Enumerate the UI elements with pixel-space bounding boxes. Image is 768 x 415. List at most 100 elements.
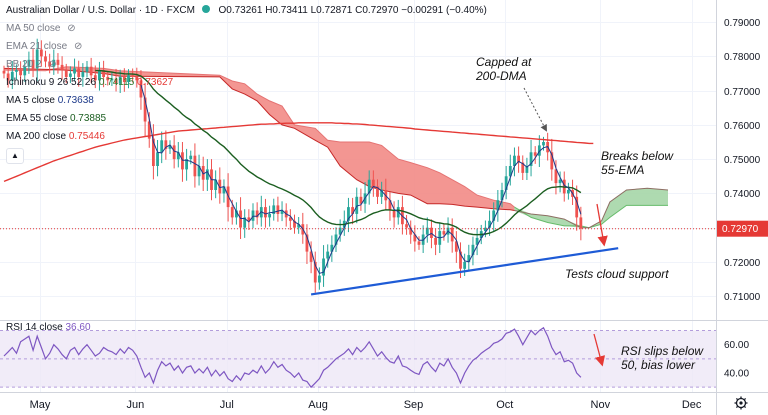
candle (529, 140, 533, 177)
candle (73, 58, 76, 82)
candle (106, 71, 110, 86)
time-tick-label: Oct (496, 399, 513, 411)
symbol-title[interactable]: Australian Dollar / U.S. Dollar · 1D · F… (6, 5, 195, 16)
time-tick-label: Sep (404, 399, 424, 411)
candle (64, 63, 68, 84)
candle (168, 140, 172, 154)
candle (388, 192, 392, 221)
time-axis[interactable]: May Jun Jul Aug Sep Oct Nov Dec (30, 399, 702, 411)
legend-ema55[interactable]: EMA 55 close 0.73885 (6, 110, 487, 128)
candle (102, 60, 105, 88)
candle (434, 228, 437, 256)
legend-ichimoku[interactable]: Ichimoku 9 26 52 26 0.74115 0.73627 (6, 74, 487, 92)
candle (488, 210, 491, 236)
breaks-down-arrow (596, 203, 608, 247)
candle (52, 49, 56, 75)
legend-ma200-value: 0.75446 (68, 131, 105, 142)
candle (492, 202, 496, 232)
candle (131, 68, 135, 83)
candle (558, 171, 562, 193)
candle (268, 205, 271, 227)
candle (550, 138, 554, 181)
candle (467, 244, 471, 271)
price-tick-label: 0.71000 (724, 292, 761, 303)
candle (305, 224, 309, 264)
candle (309, 241, 313, 274)
annotation-rsi-line1: RSI slips below (621, 344, 704, 358)
candle (297, 217, 301, 234)
candle (313, 251, 317, 293)
legend-ema55-value: 0.73885 (69, 113, 107, 124)
rsi-tick-label: 40.00 (724, 369, 749, 380)
candle (60, 56, 64, 80)
price-tick-label: 0.78000 (724, 52, 761, 63)
candle (504, 166, 508, 200)
candle (376, 179, 379, 204)
candle (318, 267, 321, 290)
time-tick-label: Jul (220, 399, 234, 411)
candle (189, 150, 193, 165)
candle (122, 68, 126, 92)
candle (525, 157, 529, 180)
legend-ema21[interactable]: EMA 21 close ⊘ (6, 38, 487, 56)
time-tick-label: Jun (127, 399, 145, 411)
rsi-legend[interactable]: RSI 14 close 36.60 (6, 322, 91, 333)
candle (69, 66, 72, 84)
annotation-tests-cloud: Tests cloud support (565, 267, 669, 281)
candle (218, 167, 222, 204)
candle (579, 206, 583, 241)
ema55-line (95, 69, 582, 236)
candle (380, 181, 384, 204)
symbol-row[interactable]: Australian Dollar / U.S. Dollar · 1D · F… (6, 2, 487, 20)
candle (98, 61, 101, 91)
candle (35, 38, 39, 82)
legend-ichimoku-v2: 0.73627 (137, 77, 174, 88)
candle (442, 223, 446, 241)
cloud-bullish-span-b (514, 187, 669, 229)
settings-gear-icon[interactable] (734, 396, 748, 410)
price-axis[interactable]: 0.79000 0.78000 0.77000 0.76000 0.75000 0.740… (717, 18, 768, 303)
legend-bb[interactable]: BB 20 2 ⊘ (6, 56, 487, 74)
eye-crossed-icon[interactable]: ⊘ (67, 23, 76, 34)
legend-bb-label: BB 20 2 (6, 59, 42, 70)
candle (409, 220, 413, 244)
last-price-tag[interactable]: 0.72970 (717, 220, 768, 237)
legend-ema55-label: EMA 55 close (6, 113, 68, 124)
candle (110, 72, 114, 86)
annotation-rsi-line2: 50, bias lower (621, 358, 696, 372)
candle (127, 69, 130, 89)
eye-crossed-icon[interactable]: ⊘ (48, 59, 57, 70)
candle (160, 131, 164, 164)
legend-ma200[interactable]: MA 200 close 0.75446 (6, 128, 487, 146)
main-gridlines (0, 0, 716, 392)
price-tick-label: 0.72000 (724, 258, 761, 269)
candle (135, 67, 139, 88)
legend-ma5[interactable]: MA 5 close 0.73638 (6, 92, 487, 110)
candle (347, 197, 350, 233)
candle (293, 214, 296, 234)
cloud-bullish (514, 188, 668, 228)
candle (152, 124, 155, 180)
candle (85, 61, 89, 78)
candle (226, 173, 230, 222)
time-tick-label: Dec (682, 399, 702, 411)
candle (193, 143, 197, 188)
annotation-breaks: Breaks below 55-EMA (601, 149, 674, 177)
collapse-legend-button[interactable]: ▲ (6, 148, 24, 164)
candle (31, 49, 35, 78)
candle (181, 142, 184, 182)
candle (164, 130, 168, 160)
candle (205, 159, 209, 191)
ichimoku-cloud (3, 66, 669, 229)
chart-legend: Australian Dollar / U.S. Dollar · 1D · F… (6, 2, 487, 164)
legend-ma50[interactable]: MA 50 close ⊘ (6, 20, 487, 38)
candle (176, 142, 180, 168)
candle (197, 154, 201, 186)
eye-crossed-icon[interactable]: ⊘ (73, 41, 83, 52)
candle (280, 201, 284, 222)
legend-ma5-value: 0.73638 (57, 95, 94, 106)
candle (417, 236, 421, 250)
rsi-legend-value: 36.60 (65, 322, 91, 333)
candle (454, 231, 458, 263)
